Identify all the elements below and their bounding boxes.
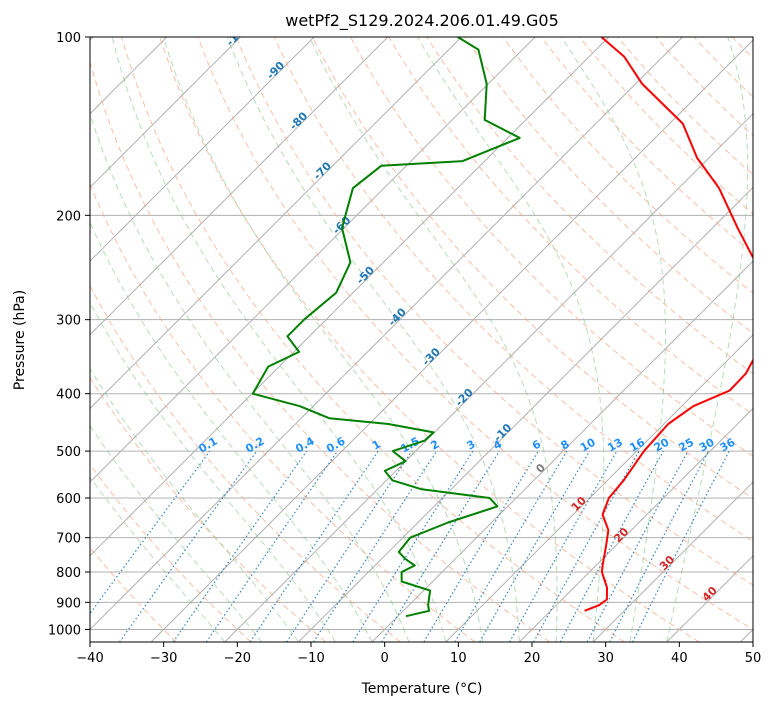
y-tick-label: 100: [56, 31, 81, 46]
chart-title: wetPf2_S129.2024.206.01.49.G05: [285, 11, 559, 31]
x-tick-label: −10: [297, 651, 324, 666]
y-tick-label: 300: [56, 314, 81, 329]
y-tick-label: 700: [56, 532, 81, 547]
x-tick-label: 30: [597, 651, 614, 666]
x-tick-label: 50: [745, 651, 762, 666]
y-tick-label: 800: [56, 566, 81, 581]
x-tick-label: −40: [76, 651, 103, 666]
y-tick-label: 400: [56, 388, 81, 403]
y-tick-label: 900: [56, 596, 81, 611]
y-axis-label: Pressure (hPa): [12, 290, 28, 390]
y-tick-label: 200: [56, 209, 81, 224]
x-axis-label: Temperature (°C): [361, 681, 483, 697]
y-tick-label: 500: [56, 445, 81, 460]
x-tick-label: 20: [524, 651, 541, 666]
x-tick-label: 40: [671, 651, 688, 666]
x-tick-label: 0: [381, 651, 389, 666]
y-tick-label: 1000: [48, 623, 81, 638]
x-tick-label: −20: [224, 651, 251, 666]
y-tick-label: 600: [56, 492, 81, 507]
x-tick-label: 10: [450, 651, 467, 666]
x-tick-label: −30: [150, 651, 177, 666]
